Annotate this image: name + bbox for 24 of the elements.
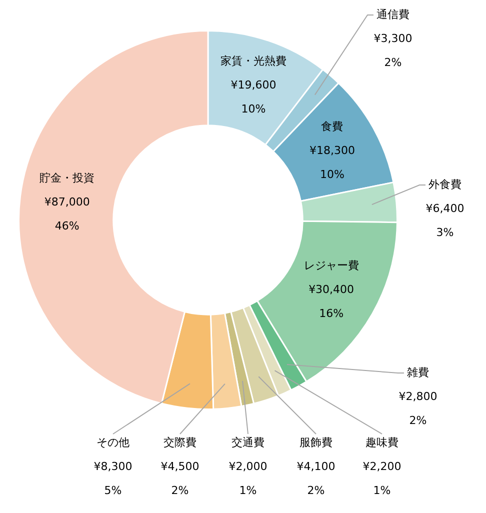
- data-label: ¥4,500 2%: [160, 460, 200, 497]
- data-label: ¥2,000 1%: [228, 460, 268, 497]
- data-label: ¥2,800 2%: [398, 390, 438, 427]
- slice-label: その他: [96, 436, 130, 449]
- slice-label: 外食費: [428, 178, 462, 191]
- slice-label: 貯金・投資: [40, 171, 95, 184]
- data-label: ¥2,200 1%: [362, 460, 402, 497]
- data-label: ¥4,100 2%: [296, 460, 336, 497]
- data-label: ¥87,000 46%: [44, 195, 90, 232]
- slice-label: 服飾費: [300, 436, 332, 449]
- slice-label: 交通費: [232, 436, 264, 449]
- data-label: ¥30,400 16%: [308, 283, 354, 320]
- data-label: ¥19,600 10%: [230, 78, 276, 116]
- data-label: ¥8,300 5%: [94, 460, 132, 497]
- data-label: ¥18,300 10%: [309, 144, 355, 182]
- slice-label: 交際費: [164, 436, 196, 449]
- slice-label: 通信費: [376, 8, 410, 21]
- data-label: ¥6,400 3%: [426, 202, 464, 239]
- data-label: ¥3,300 2%: [374, 32, 412, 69]
- slice-label: 食費: [321, 120, 344, 134]
- slice-label: 趣味費: [366, 436, 398, 449]
- slice-label: レジャー費: [304, 259, 359, 272]
- slice-label: 雑費: [407, 366, 429, 379]
- slice-label: 家賃・光熱費: [220, 54, 286, 68]
